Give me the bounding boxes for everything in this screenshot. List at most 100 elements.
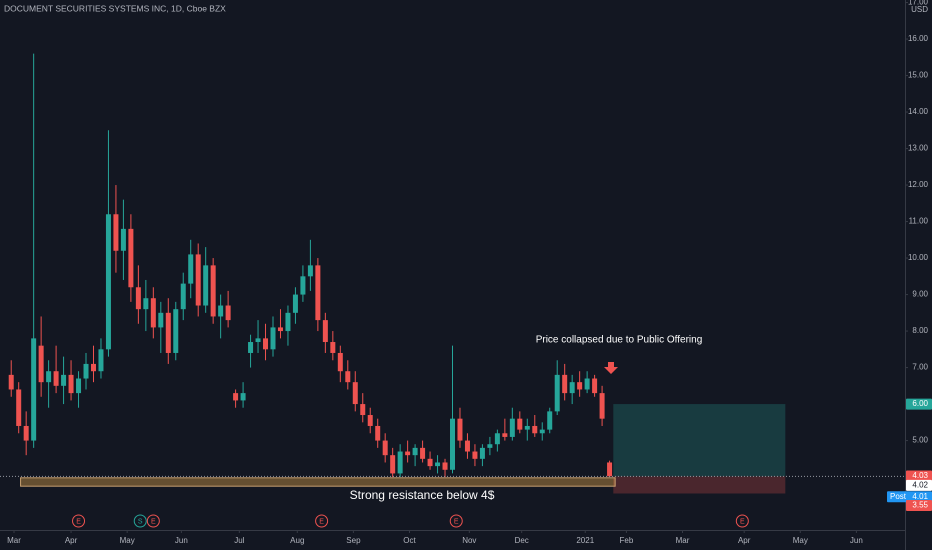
candle-body <box>337 352 343 372</box>
candle-body <box>450 418 455 470</box>
event-label: E <box>454 518 459 525</box>
price-tag-label: 3.55 <box>912 501 928 510</box>
y-tick-label: 10.00 <box>908 253 929 262</box>
candle-body <box>464 440 470 452</box>
candle-body <box>135 287 141 310</box>
price-tag <box>887 491 932 503</box>
x-tick-label: 2021 <box>576 536 594 545</box>
candle-body <box>539 429 545 434</box>
price-tag <box>906 470 932 482</box>
y-tick-label: 14.00 <box>908 107 929 116</box>
candle-body <box>120 228 126 251</box>
x-tick-label: Mar <box>7 536 21 545</box>
event-marker <box>146 514 160 528</box>
loss-zone <box>613 476 786 494</box>
candle-body <box>23 425 29 441</box>
x-tick-label: Jun <box>175 536 188 545</box>
candle-body <box>412 447 418 456</box>
candle-body <box>502 433 508 437</box>
candle-body <box>46 371 52 383</box>
candle-body <box>128 228 134 288</box>
candle-body <box>554 374 560 412</box>
candle-body <box>203 265 209 306</box>
event-marker <box>315 514 329 528</box>
currency-label: USD <box>911 5 928 14</box>
x-tick-label: Apr <box>65 536 78 545</box>
candle-body <box>547 411 553 430</box>
candle-body <box>577 382 583 390</box>
candle-body <box>240 393 246 401</box>
candle-body <box>8 374 14 390</box>
candle-body <box>494 433 500 445</box>
candle-body <box>98 349 104 372</box>
candle-body <box>90 363 96 372</box>
candle-body <box>225 305 231 321</box>
candle-body <box>248 342 254 353</box>
candle-body <box>352 382 358 405</box>
chart-title: DOCUMENT SECURITIES SYSTEMS INC, 1D, Cbo… <box>4 3 226 13</box>
candle-body <box>397 451 403 474</box>
x-tick-label: Nov <box>462 536 476 545</box>
candle-body <box>61 374 67 386</box>
y-tick-label: 11.00 <box>909 217 929 226</box>
x-tick-label: Mar <box>676 536 690 545</box>
x-tick-label: May <box>793 536 808 545</box>
candle-body <box>53 371 59 386</box>
candle-body <box>390 455 396 474</box>
candle-body <box>584 378 590 390</box>
candle-body <box>599 393 605 419</box>
candle-body <box>105 214 111 350</box>
candle-body <box>300 276 306 295</box>
candle-body <box>569 382 575 394</box>
candle-body <box>16 389 22 426</box>
annotation: Strong resistance below 4$ <box>350 488 495 502</box>
event-marker <box>735 514 749 528</box>
candle-body <box>360 404 366 416</box>
candle-body <box>195 254 201 306</box>
candle-body <box>218 305 224 317</box>
candle-body <box>292 294 298 313</box>
candle-body <box>158 312 164 328</box>
event-label: E <box>76 518 81 525</box>
price-tag-label: 4.03 <box>912 471 928 480</box>
candle-body <box>210 265 216 317</box>
event-marker <box>449 514 463 528</box>
y-tick-label: 12.00 <box>908 180 929 189</box>
annotation: Price collapsed due to Public Offering <box>536 335 703 346</box>
candle-body <box>255 338 261 343</box>
candle-body <box>270 327 276 350</box>
candle-body <box>487 444 493 448</box>
candle-body <box>524 425 530 430</box>
event-label: E <box>151 518 156 525</box>
x-tick-label: Dec <box>515 536 529 545</box>
x-tick-label: Jun <box>850 536 863 545</box>
candle-body <box>38 345 44 383</box>
candle-body <box>375 425 381 441</box>
x-tick-label: Sep <box>346 536 361 545</box>
y-tick-label: 9.00 <box>912 290 928 299</box>
y-tick-label: 5.00 <box>912 436 928 445</box>
candle-body <box>180 283 186 310</box>
event-marker <box>72 514 86 528</box>
event-marker <box>133 514 147 528</box>
candle-body <box>427 458 433 467</box>
candle-body <box>315 265 321 321</box>
candle-body <box>442 462 448 470</box>
price-tag-name: Post <box>890 492 907 501</box>
arrow-icon <box>604 362 618 374</box>
resistance-zone <box>20 477 616 487</box>
candle-body <box>277 327 283 332</box>
y-tick-label: 16.00 <box>908 34 929 43</box>
candle-body <box>457 418 463 441</box>
x-tick-label: Jul <box>234 536 244 545</box>
event-label: E <box>740 518 745 525</box>
y-tick-label: 13.00 <box>908 144 929 153</box>
candle-body <box>345 371 351 383</box>
x-tick-label: Feb <box>619 536 633 545</box>
price-tag <box>906 398 932 410</box>
profit-zone <box>613 404 786 477</box>
candle-body <box>233 393 239 401</box>
y-tick-label: 8.00 <box>912 326 928 335</box>
